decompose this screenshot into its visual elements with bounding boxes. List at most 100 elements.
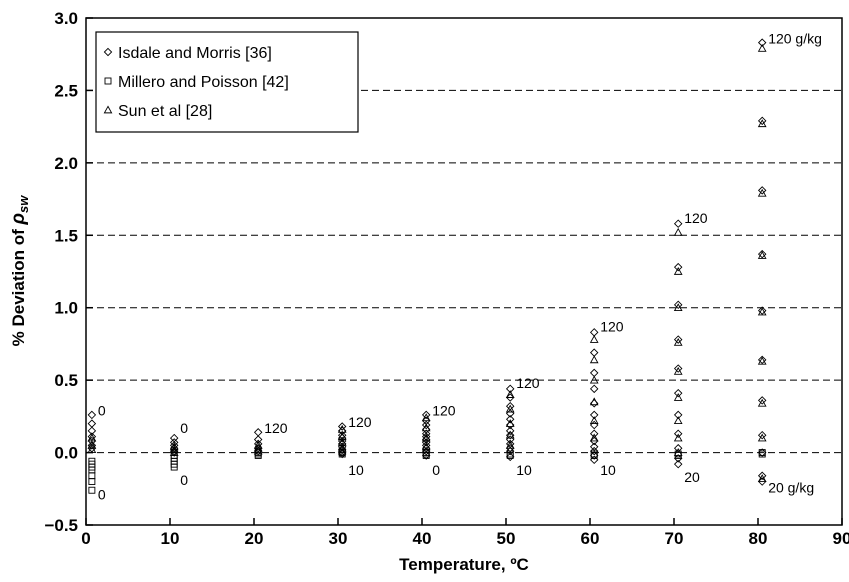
diamond-point	[505, 452, 515, 462]
legend-box	[95, 31, 359, 133]
diamond-point	[253, 443, 263, 453]
diamond-point	[589, 446, 599, 456]
y-tick-label: −0.5	[44, 516, 78, 535]
data-annotation: 0	[432, 462, 440, 478]
diamond-point	[87, 410, 97, 420]
y-tick-label: 2.0	[54, 154, 78, 173]
triangle-point	[757, 119, 767, 128]
legend-label: Millero and Poisson [42]	[118, 74, 289, 91]
legend-items: Isdale and Morris [36] Millero and Poisso…	[103, 45, 289, 120]
legend-marker-triangle	[103, 105, 113, 114]
diamond-point	[505, 426, 515, 436]
square-point	[758, 450, 766, 458]
data-annotation: 10	[348, 462, 364, 478]
x-tick-label: 20	[245, 529, 264, 548]
square-point	[506, 452, 514, 459]
y-tick-label: 2.5	[54, 81, 78, 100]
x-tick-label: 10	[161, 529, 180, 548]
legend-label: Isdale and Morris [36]	[118, 45, 272, 62]
data-annotation: 20 g/kg	[768, 479, 814, 495]
diamond-point	[673, 364, 683, 373]
triangle-point	[421, 423, 431, 432]
data-annotation: 0	[180, 420, 188, 436]
diamond-point	[589, 328, 599, 337]
diamond-point	[589, 436, 599, 446]
triangle-point	[673, 266, 683, 275]
triangle-point	[673, 227, 683, 236]
triangle-point	[757, 474, 767, 482]
data-annotation: 10	[516, 462, 532, 478]
data-annotation: 0	[98, 487, 106, 503]
triangle-point	[673, 433, 683, 442]
data-annotation: 120	[432, 403, 456, 419]
data-annotation: 120 g/kg	[768, 30, 822, 46]
triangle-point	[87, 440, 97, 449]
diamond-point	[673, 300, 683, 310]
triangle-point	[673, 337, 683, 346]
triangle-point	[169, 448, 179, 456]
diamond-point	[505, 446, 515, 456]
diamond-point	[757, 38, 767, 47]
diamond-point	[589, 442, 599, 452]
diamond-point	[169, 448, 179, 457]
triangle-point	[421, 413, 431, 422]
x-tick-label: 50	[497, 529, 516, 548]
diamond-point	[253, 435, 263, 444]
y-tick-label: 1.5	[54, 226, 78, 245]
triangle-point	[757, 307, 767, 316]
diamond-point	[757, 186, 767, 195]
triangle-point	[757, 356, 767, 365]
diamond-point	[505, 384, 515, 394]
data-annotation: 120	[348, 414, 372, 430]
diamond-point	[337, 449, 347, 459]
data-annotation: 120	[264, 420, 288, 436]
grid-lines	[86, 89, 842, 454]
triangle-point	[757, 398, 767, 407]
diamond-point	[757, 306, 767, 315]
diamond-point	[253, 428, 263, 437]
triangle-point	[589, 355, 599, 364]
triangle-point	[589, 416, 599, 425]
square-point	[88, 472, 96, 480]
diamond-point	[421, 410, 431, 420]
axis-ticks: 0 10 20 30 40 50 60 70 80 90 −0.5 0.0 0.5 1.0 1.5 2.0 2.…	[44, 9, 849, 548]
triangle-point	[505, 404, 515, 413]
triangle-point	[421, 442, 431, 451]
triangle-point	[589, 433, 599, 442]
diamond-point	[673, 262, 683, 272]
y-tick-label: 1.0	[54, 299, 78, 318]
diamond-point	[421, 441, 431, 450]
triangle-point	[673, 416, 683, 425]
triangle-point	[589, 335, 599, 343]
triangle-point	[169, 445, 179, 454]
diamond-point	[505, 415, 515, 424]
triangle-point	[673, 392, 683, 401]
x-tick-label: 90	[833, 529, 849, 548]
triangle-point	[673, 448, 683, 456]
diamond-point	[421, 451, 431, 460]
diamond-point	[589, 348, 599, 357]
diamond-point	[421, 429, 431, 438]
square-point	[88, 486, 96, 494]
square-point	[170, 463, 178, 471]
x-tick-label: 0	[81, 529, 90, 548]
diamond-point	[757, 249, 767, 259]
x-axis-title: Temperature, ºC	[399, 555, 529, 574]
triangle-point	[505, 430, 515, 439]
diamond-point	[673, 219, 683, 228]
triangle-point	[589, 375, 599, 384]
x-tick-label: 60	[581, 529, 600, 548]
triangle-point	[505, 419, 515, 427]
data-annotation: 120	[516, 375, 540, 391]
triangle-point	[337, 443, 347, 452]
x-tick-label: 30	[329, 529, 348, 548]
diamond-point	[673, 388, 683, 398]
data-annotation: 20	[684, 469, 700, 485]
diamond-point	[757, 430, 767, 440]
diamond-point	[87, 441, 97, 450]
square-point	[254, 452, 262, 459]
plot-frame	[85, 17, 843, 526]
triangle-point	[673, 366, 683, 375]
legend-marker-diamond	[103, 47, 113, 57]
diamond-point	[673, 335, 683, 344]
